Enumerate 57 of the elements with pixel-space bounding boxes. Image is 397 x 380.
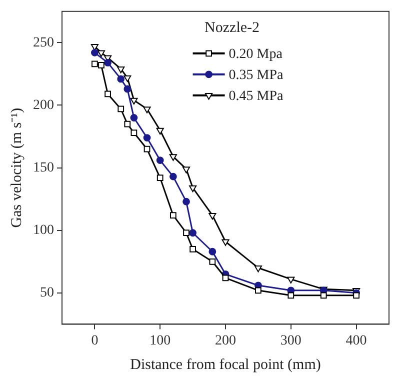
- text: Nozzle-2: [204, 20, 260, 36]
- legend-label: 0.20 Mpa: [228, 47, 284, 62]
- y-tick-label: 200: [33, 98, 54, 113]
- point: [117, 75, 125, 83]
- point: [169, 172, 177, 180]
- x-tick-label: 100: [150, 333, 171, 348]
- y-tick-label: 150: [33, 160, 54, 176]
- point: [104, 90, 111, 98]
- point: [124, 120, 131, 128]
- point: [124, 85, 132, 93]
- point: [98, 62, 104, 68]
- point: [169, 154, 177, 161]
- point: [183, 230, 190, 236]
- point: [255, 287, 262, 294]
- point: [222, 274, 229, 282]
- point: [97, 50, 106, 57]
- point: [208, 212, 216, 220]
- point: [117, 66, 125, 74]
- legend-label: 0.45 MPa: [228, 89, 284, 104]
- point: [118, 106, 124, 112]
- point: [156, 156, 164, 164]
- point: [156, 128, 164, 135]
- point: [91, 48, 98, 56]
- x-axis-title: Distance from focal point (mm): [130, 356, 321, 373]
- point: [130, 114, 138, 122]
- point: [130, 98, 138, 105]
- point: [189, 185, 197, 192]
- point: [124, 75, 132, 82]
- point: [189, 229, 196, 237]
- point: [287, 276, 295, 284]
- point: [320, 292, 327, 299]
- point: [143, 134, 151, 142]
- x-tick-label: 200: [215, 333, 236, 348]
- point: [144, 146, 150, 152]
- point: [208, 248, 216, 256]
- y-tick-label: 100: [33, 223, 54, 238]
- point: [170, 212, 176, 219]
- y-tick-label: 50: [40, 286, 54, 301]
- point: [190, 246, 196, 252]
- point: [209, 258, 216, 265]
- point: [104, 59, 112, 66]
- legend-label: 0.35 MPa: [228, 68, 284, 84]
- point: [222, 239, 230, 246]
- y-tick-label: 250: [33, 35, 54, 50]
- point: [156, 174, 164, 181]
- point: [130, 130, 138, 136]
- point: [182, 166, 190, 174]
- point: [353, 292, 360, 299]
- point: [143, 106, 151, 114]
- x-tick-label: 0: [91, 333, 98, 348]
- point: [288, 292, 294, 299]
- x-tick-label: 300: [280, 333, 302, 348]
- x-tick-label: 400: [346, 333, 367, 348]
- point: [182, 198, 190, 206]
- y-axis-title: Gas velocity (m s⁻¹): [8, 108, 25, 228]
- point: [92, 60, 98, 68]
- point: [254, 265, 262, 272]
